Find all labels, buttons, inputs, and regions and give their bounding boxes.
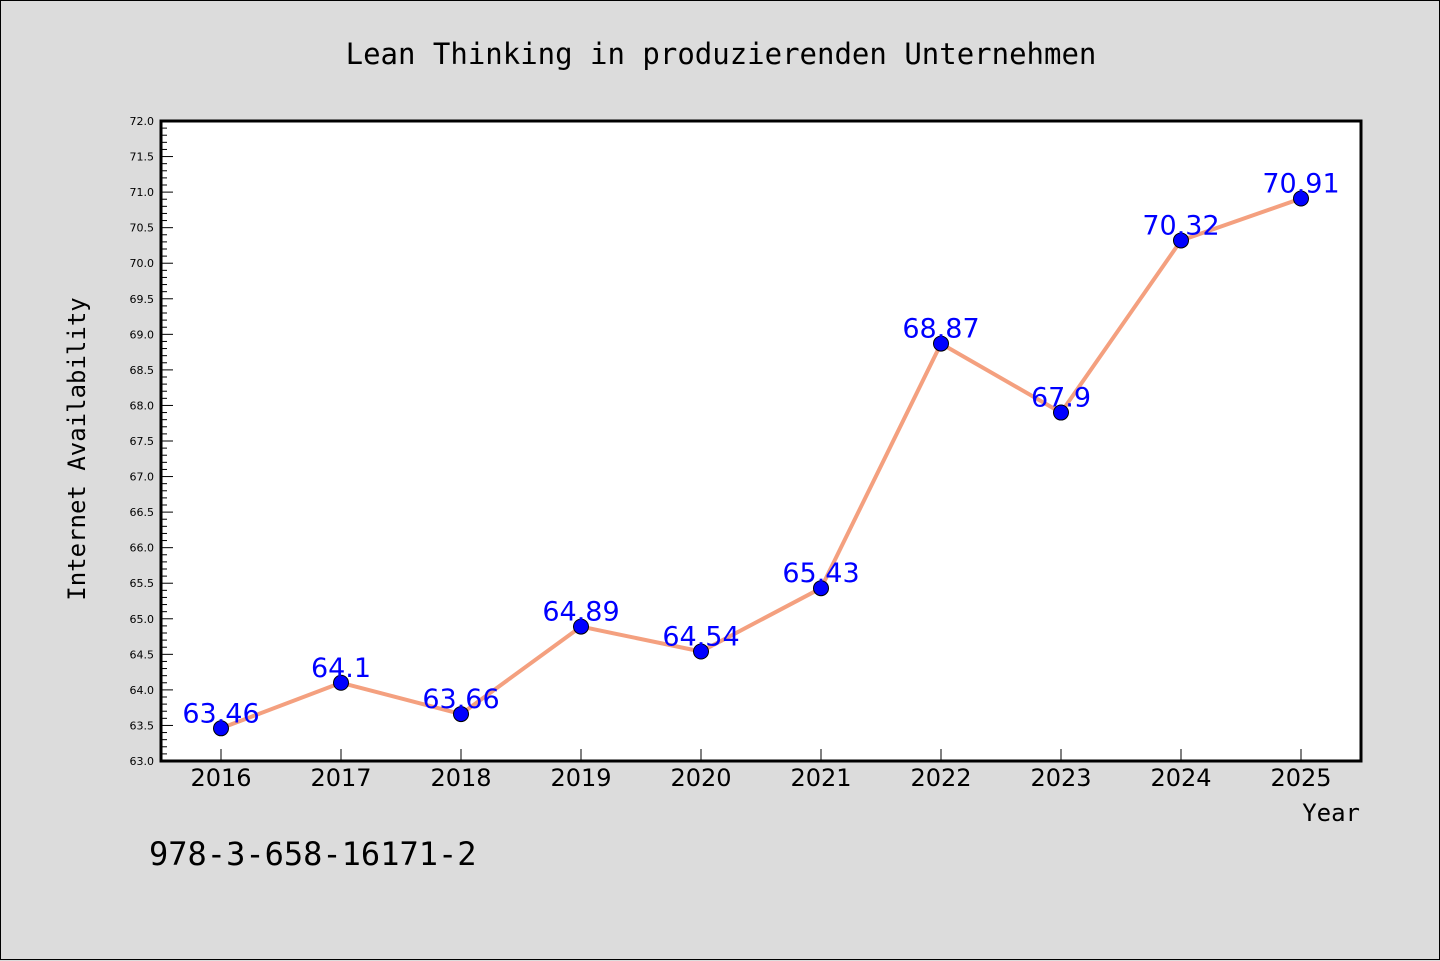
y-tick-label: 64.0	[130, 684, 155, 697]
y-tick-label: 71.0	[130, 186, 155, 199]
y-tick-label: 65.5	[130, 577, 155, 590]
series-line	[220, 196, 1302, 731]
x-tick-label: 2023	[1030, 764, 1091, 792]
y-tick-label: 70.0	[130, 257, 155, 270]
y-tick-label: 66.0	[130, 542, 155, 555]
data-point	[573, 618, 589, 635]
x-axis-title: Year	[1302, 799, 1360, 827]
data-label: 63.46	[182, 698, 259, 729]
chart-title: Lean Thinking in produzierenden Unterneh…	[346, 37, 1097, 71]
x-tick-label: 2022	[910, 764, 971, 792]
data-label: 68.87	[902, 314, 979, 345]
y-tick-label: 72.0	[130, 115, 155, 128]
data-labels: 63.46 64.1 63.66 64.89 64.54 65.43 68.87 67.9 70…	[182, 169, 1339, 730]
y-tick-label: 66.5	[130, 506, 155, 519]
x-tick-label: 2021	[790, 764, 851, 792]
x-tick-label: 2024	[1150, 764, 1211, 792]
data-point	[693, 643, 709, 660]
data-point	[1293, 190, 1309, 207]
y-tick-label: 64.5	[130, 648, 155, 661]
y-tick-label: 67.5	[130, 435, 155, 448]
y-tick-label: 70.5	[130, 222, 155, 235]
y-axis-title: Internet Availability	[63, 297, 91, 600]
x-tick-label: 2016	[190, 764, 251, 792]
x-tick-label: 2020	[670, 764, 731, 792]
data-point	[1173, 232, 1189, 249]
data-label: 64.1	[311, 653, 371, 684]
data-label: 64.89	[542, 597, 619, 628]
x-tick-label: 2018	[430, 764, 491, 792]
data-markers	[213, 190, 1309, 737]
data-label: 63.66	[422, 684, 499, 715]
x-tick-label: 2025	[1270, 764, 1331, 792]
plot-area	[161, 121, 1361, 761]
y-tick-label: 69.0	[130, 328, 155, 341]
y-tick-label: 67.0	[130, 471, 155, 484]
data-label: 65.43	[782, 558, 859, 589]
x-tick-label: 2017	[310, 764, 371, 792]
data-point	[1053, 404, 1069, 421]
y-tick-label: 63.5	[130, 719, 155, 732]
data-label: 70.32	[1142, 210, 1219, 241]
y-tick-label: 63.0	[130, 755, 155, 768]
data-point	[213, 720, 229, 737]
y-axis-ticks: 63.0 63.5 64.0 64.5 65.0 65.5 66.0 66.5 67.0 67.5…	[130, 115, 173, 768]
data-label: 70.91	[1262, 169, 1339, 200]
data-point	[333, 674, 349, 691]
y-tick-label: 71.5	[130, 151, 155, 164]
y-tick-label: 68.5	[130, 364, 155, 377]
data-point	[933, 335, 949, 352]
y-tick-label: 65.0	[130, 613, 155, 626]
isbn-footer: 978-3-658-16171-2	[149, 835, 477, 873]
x-axis-ticks: 2016 2017 2018 2019 2020 2021 2022 2023 2024 2025	[190, 749, 1332, 792]
plot-border	[159, 119, 1363, 763]
data-point	[813, 580, 829, 597]
data-label: 67.9	[1031, 383, 1091, 414]
data-label: 64.54	[662, 621, 739, 652]
y-tick-label: 69.5	[130, 293, 155, 306]
data-point	[453, 706, 469, 723]
x-tick-label: 2019	[550, 764, 611, 792]
y-tick-label: 68.0	[130, 399, 155, 412]
